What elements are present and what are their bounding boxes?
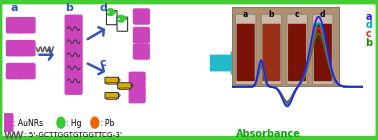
Circle shape — [107, 12, 114, 16]
FancyBboxPatch shape — [107, 98, 117, 100]
FancyBboxPatch shape — [133, 27, 150, 43]
FancyBboxPatch shape — [129, 87, 146, 103]
Text: c: c — [99, 58, 106, 68]
FancyBboxPatch shape — [117, 17, 128, 31]
Circle shape — [56, 116, 66, 129]
Text: d: d — [320, 10, 325, 19]
FancyBboxPatch shape — [232, 7, 340, 87]
FancyBboxPatch shape — [6, 40, 23, 56]
Text: a: a — [10, 3, 18, 13]
Circle shape — [107, 8, 114, 12]
FancyBboxPatch shape — [19, 17, 36, 33]
FancyBboxPatch shape — [313, 14, 333, 84]
Text: c: c — [295, 10, 299, 19]
Text: : Hg: : Hg — [66, 119, 82, 128]
FancyBboxPatch shape — [262, 24, 280, 81]
FancyBboxPatch shape — [105, 93, 119, 99]
FancyBboxPatch shape — [65, 15, 83, 29]
FancyBboxPatch shape — [118, 83, 131, 89]
Text: b: b — [65, 3, 73, 13]
Text: b: b — [366, 38, 373, 48]
Circle shape — [120, 17, 127, 21]
FancyBboxPatch shape — [65, 80, 83, 95]
FancyBboxPatch shape — [19, 40, 36, 56]
Text: b: b — [269, 10, 274, 19]
Circle shape — [109, 10, 116, 14]
Text: : 5'-GCTTGGTGTGGTTCG-3': : 5'-GCTTGGTGTGGTTCG-3' — [24, 132, 122, 138]
Text: d: d — [366, 20, 372, 30]
FancyBboxPatch shape — [19, 63, 36, 79]
FancyBboxPatch shape — [107, 82, 117, 84]
FancyArrow shape — [210, 50, 240, 76]
FancyBboxPatch shape — [129, 72, 146, 88]
FancyBboxPatch shape — [65, 28, 83, 43]
Circle shape — [90, 116, 99, 129]
Text: d: d — [99, 3, 107, 13]
Circle shape — [118, 19, 125, 23]
FancyBboxPatch shape — [237, 24, 255, 81]
FancyBboxPatch shape — [119, 88, 130, 90]
FancyBboxPatch shape — [107, 10, 117, 25]
FancyBboxPatch shape — [65, 41, 83, 56]
FancyBboxPatch shape — [3, 113, 14, 132]
FancyBboxPatch shape — [287, 14, 307, 84]
Text: : Pb: : Pb — [100, 119, 115, 128]
Text: Absorbance: Absorbance — [236, 129, 301, 139]
FancyBboxPatch shape — [235, 14, 256, 84]
Text: a: a — [366, 12, 372, 22]
Text: : AuNRs: : AuNRs — [13, 119, 43, 128]
FancyBboxPatch shape — [288, 24, 306, 81]
FancyBboxPatch shape — [0, 2, 378, 138]
FancyBboxPatch shape — [133, 8, 150, 25]
FancyBboxPatch shape — [314, 24, 332, 81]
Circle shape — [118, 15, 125, 18]
FancyBboxPatch shape — [261, 14, 282, 84]
Text: c: c — [366, 29, 371, 39]
FancyBboxPatch shape — [133, 43, 150, 60]
Text: a: a — [243, 10, 248, 19]
FancyBboxPatch shape — [65, 54, 83, 69]
FancyBboxPatch shape — [105, 77, 119, 83]
FancyBboxPatch shape — [6, 17, 23, 33]
FancyBboxPatch shape — [65, 67, 83, 82]
FancyBboxPatch shape — [6, 63, 23, 79]
